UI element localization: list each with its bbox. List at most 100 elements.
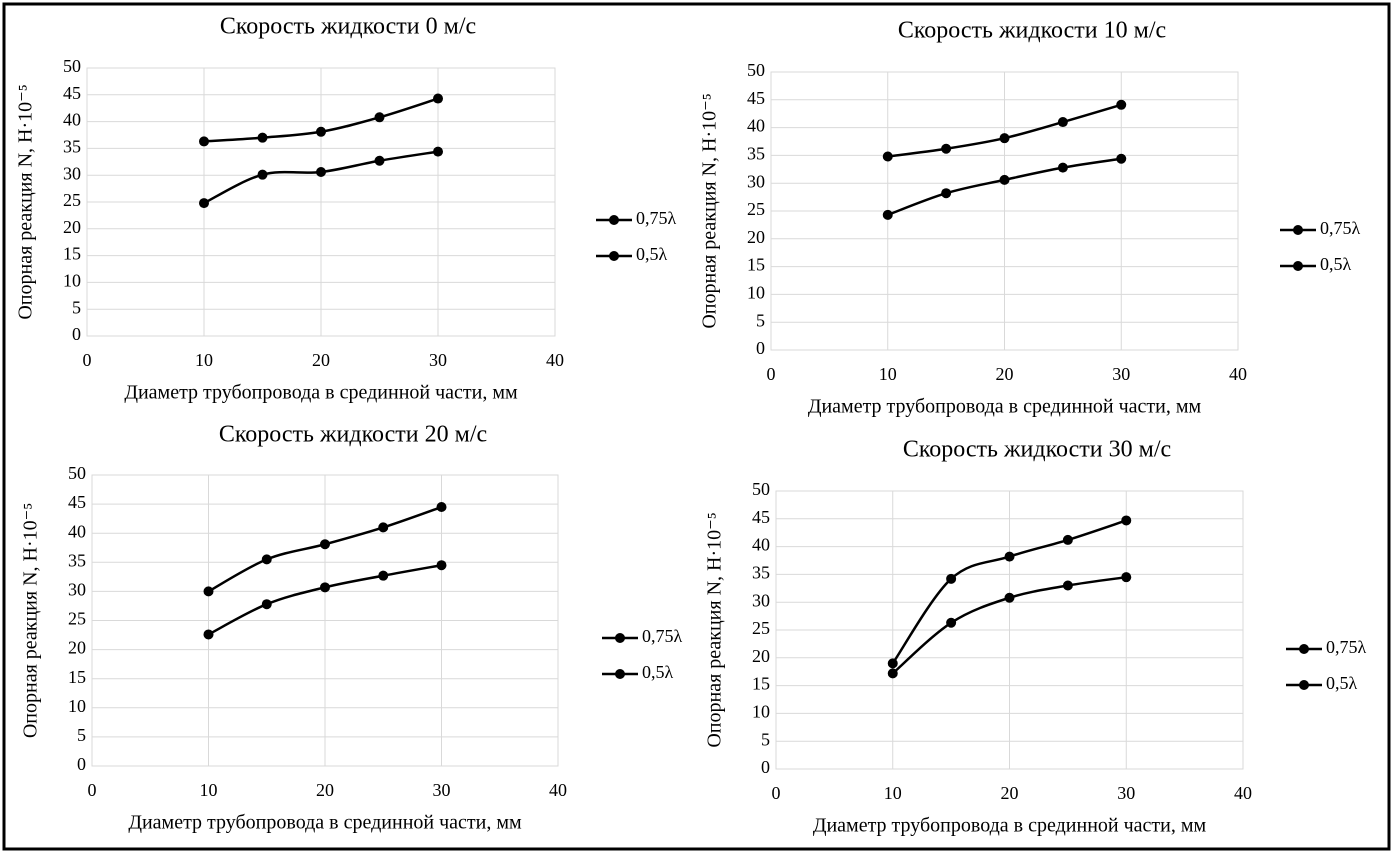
x-tick-label: 30 (1112, 364, 1130, 384)
y-tick-label: 25 (63, 190, 81, 210)
point (203, 629, 214, 640)
point (374, 155, 385, 166)
legend-marker (1293, 261, 1303, 271)
point (316, 126, 326, 137)
legend-label: 0,75λ (1326, 637, 1367, 657)
y-tick-label: 10 (63, 271, 81, 291)
x-tick-label: 30 (429, 350, 447, 370)
y-tick-label: 40 (747, 116, 765, 136)
y-tick-label: 10 (752, 702, 770, 722)
y-tick-label: 0 (72, 324, 81, 344)
y-tick-label: 25 (747, 199, 765, 219)
point (320, 539, 330, 550)
y-axis-label: Опорная реакция N, Н·10⁻⁵ (20, 503, 42, 738)
x-tick-label: 20 (996, 364, 1014, 384)
point (436, 560, 447, 571)
point (946, 573, 957, 584)
x-tick-label: 30 (433, 780, 451, 800)
y-tick-label: 10 (68, 696, 86, 716)
point (433, 93, 443, 104)
y-tick-label: 5 (77, 725, 86, 745)
y-tick-label: 10 (747, 283, 765, 303)
point (887, 658, 898, 669)
point (941, 143, 952, 154)
y-tick-label: 25 (68, 609, 86, 629)
y-tick-label: 30 (63, 163, 81, 183)
point (1062, 534, 1073, 545)
point (378, 522, 389, 533)
y-tick-label: 35 (63, 137, 81, 157)
point (1062, 580, 1073, 591)
y-tick-label: 40 (68, 521, 86, 541)
point (882, 209, 893, 220)
x-tick-label: 40 (549, 780, 567, 800)
y-tick-label: 40 (752, 535, 770, 555)
legend-label: 0,5λ (642, 662, 674, 682)
point (887, 668, 898, 679)
x-axis-label: Диаметр трубопровода в срединной части, … (808, 396, 1202, 418)
point (882, 151, 893, 162)
x-tick-label: 30 (1117, 783, 1135, 803)
point (374, 112, 385, 123)
y-tick-label: 40 (63, 110, 81, 130)
y-tick-label: 30 (752, 590, 770, 610)
point (199, 198, 209, 209)
x-tick-label: 40 (546, 350, 564, 370)
point (1116, 99, 1127, 110)
y-tick-label: 30 (747, 171, 765, 191)
point (1121, 515, 1132, 526)
point (946, 617, 957, 628)
y-tick-label: 20 (752, 646, 770, 666)
point (999, 133, 1010, 144)
y-tick-label: 0 (77, 754, 86, 774)
chart: 0 5 10 15 20 25 30 35 40 45 50 0 10 20 30 40 Скорость жи… (20, 422, 683, 834)
y-tick-label: 15 (752, 674, 770, 694)
x-tick-label: 0 (772, 783, 781, 803)
legend-marker (1293, 225, 1303, 235)
legend-label: 0,75λ (1320, 218, 1361, 238)
point (999, 174, 1010, 185)
x-tick-label: 20 (1001, 783, 1019, 803)
x-tick-label: 10 (884, 783, 902, 803)
x-axis-label: Диаметр трубопровода в срединной части, … (124, 382, 518, 404)
point (257, 132, 268, 143)
y-tick-label: 0 (756, 338, 765, 358)
x-axis-label: Диаметр трубопровода в срединной части, … (813, 815, 1207, 837)
x-tick-label: 20 (312, 350, 330, 370)
y-axis-label: Опорная реакция N, Н·10⁻⁵ (704, 512, 726, 747)
y-tick-label: 15 (63, 244, 81, 264)
y-tick-label: 15 (747, 255, 765, 275)
y-tick-label: 0 (761, 757, 770, 777)
y-tick-label: 20 (63, 217, 81, 237)
y-tick-label: 45 (68, 492, 86, 512)
chart-title: Скорость жидкости 0 м/с (220, 14, 476, 40)
chart: 0 5 10 15 20 25 30 35 40 45 50 0 10 20 30 40 Скорость жи… (699, 18, 1361, 418)
point (203, 586, 214, 597)
point (1057, 117, 1068, 128)
chart-title: Скорость жидкости 30 м/с (903, 437, 1171, 463)
y-axis-label: Опорная реакция N, Н·10⁻⁵ (699, 93, 721, 328)
y-tick-label: 25 (752, 618, 770, 638)
x-tick-label: 10 (200, 780, 218, 800)
x-tick-label: 20 (316, 780, 334, 800)
y-tick-label: 35 (747, 144, 765, 164)
y-tick-label: 20 (747, 227, 765, 247)
y-tick-label: 50 (752, 479, 770, 499)
legend-marker (1299, 680, 1309, 690)
x-axis-label: Диаметр трубопровода в срединной части, … (128, 812, 522, 834)
x-tick-label: 40 (1229, 364, 1247, 384)
legend-marker (615, 669, 625, 679)
legend-label: 0,75λ (642, 626, 683, 646)
point (261, 554, 272, 565)
x-tick-label: 40 (1234, 783, 1252, 803)
legend-marker (609, 251, 619, 261)
chart-title: Скорость жидкости 10 м/с (898, 18, 1166, 44)
point (1004, 592, 1015, 603)
y-tick-label: 50 (747, 60, 765, 80)
legend-label: 0,75λ (636, 208, 677, 228)
y-axis-label: Опорная реакция N, Н·10⁻⁵ (15, 84, 37, 319)
chart: 0 5 10 15 20 25 30 35 40 45 50 0 10 20 30 40 Скорость жи… (15, 14, 677, 404)
x-tick-label: 10 (879, 364, 897, 384)
point (261, 599, 272, 610)
